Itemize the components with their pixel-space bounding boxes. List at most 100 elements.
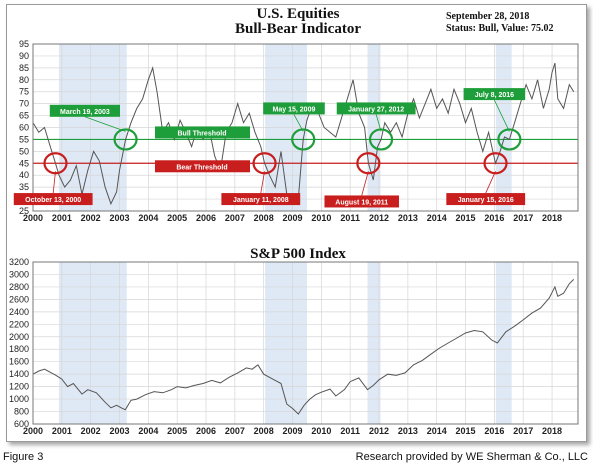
x-tick-label: 2018 — [542, 426, 562, 436]
bull-bear-chart: 2530354045505560657075808590952000200120… — [13, 39, 579, 223]
signal-label-bg-5 — [336, 102, 416, 115]
x-tick-label: 2017 — [513, 213, 533, 223]
shaded-period-0 — [58, 262, 127, 424]
signal-label-bg-0 — [13, 193, 93, 206]
credit-text: Research provided by WE Sherman & Co., L… — [356, 451, 588, 463]
signal-circle-7 — [497, 128, 522, 151]
x-tick-label: 2010 — [311, 213, 331, 223]
signal-connector-7 — [494, 99, 510, 132]
threshold-label-0: Bull Threshold — [177, 130, 226, 137]
plot-border — [32, 261, 579, 425]
shaded-period-1 — [265, 262, 307, 424]
x-tick-label: 2017 — [513, 426, 533, 436]
y-tick-label: 70 — [19, 99, 29, 109]
x-tick-label: 2002 — [81, 426, 101, 436]
x-tick-label: 2011 — [340, 426, 360, 436]
y-tick-label: 800 — [14, 407, 29, 417]
signal-label-7: July 8, 2016 — [475, 92, 514, 99]
y-tick-label: 35 — [19, 182, 29, 192]
y-tick-label: 45 — [19, 158, 29, 168]
y-tick-label: 1400 — [9, 369, 29, 379]
signal-connector-6 — [485, 171, 496, 194]
x-tick-label: 2002 — [81, 213, 101, 223]
signal-circle-3 — [291, 128, 316, 151]
y-tick-label: 3000 — [9, 269, 29, 279]
status-value: Status: Bull, Value: 75.02 — [446, 23, 554, 34]
signal-label-bg-1 — [49, 104, 121, 117]
shaded-period-2 — [367, 262, 381, 424]
y-tick-label: 85 — [19, 63, 29, 73]
signal-label-4: August 19, 2011 — [335, 199, 388, 206]
x-tick-label: 2005 — [167, 213, 187, 223]
signal-connector-4 — [361, 171, 369, 196]
x-tick-label: 2013 — [398, 426, 418, 436]
x-tick-label: 2011 — [340, 213, 360, 223]
x-tick-label: 2014 — [427, 426, 447, 436]
y-tick-label: 90 — [19, 51, 29, 61]
x-tick-label: 2006 — [196, 426, 216, 436]
x-tick-label: 2018 — [542, 213, 562, 223]
plot-border — [32, 43, 579, 212]
signal-label-2: January 11, 2008 — [233, 197, 289, 204]
y-tick-label: 2000 — [9, 332, 29, 342]
x-tick-label: 2008 — [254, 213, 274, 223]
x-tick-label: 2007 — [225, 426, 245, 436]
y-tick-label: 2400 — [9, 307, 29, 317]
status-date: September 28, 2018 — [446, 11, 529, 22]
x-tick-label: 2000 — [23, 426, 43, 436]
y-tick-label: 65 — [19, 111, 29, 121]
x-tick-label: 2009 — [283, 426, 303, 436]
y-tick-label: 75 — [19, 87, 29, 97]
signal-label-bg-6 — [446, 193, 526, 206]
x-tick-label: 2016 — [484, 426, 504, 436]
signal-label-bg-3 — [263, 102, 325, 115]
x-tick-label: 2010 — [311, 426, 331, 436]
figure-label: Figure 3 — [3, 451, 43, 463]
signal-label-6: January 15, 2016 — [458, 197, 514, 204]
y-tick-label: 50 — [19, 146, 29, 156]
signal-label-3: May 15, 2009 — [273, 106, 316, 113]
x-tick-label: 2004 — [138, 426, 158, 436]
y-tick-label: 40 — [19, 170, 29, 180]
y-tick-label: 600 — [14, 419, 29, 429]
y-tick-label: 1600 — [9, 357, 29, 367]
x-tick-label: 2001 — [52, 426, 72, 436]
chart-title-line2: Bull-Bear Indicator — [235, 21, 361, 37]
threshold-label-bg-0 — [154, 126, 250, 139]
signal-label-bg-2 — [221, 193, 301, 206]
sp500-chart: 600 800 1000 1200 1400 1600 1800 2000 2200 2400 26… — [9, 257, 579, 436]
x-tick-label: 2015 — [456, 213, 476, 223]
x-tick-label: 2009 — [283, 213, 303, 223]
x-tick-label: 2007 — [225, 213, 245, 223]
x-tick-label: 2008 — [254, 426, 274, 436]
signal-connector-0 — [52, 171, 56, 194]
signal-label-0: October 13, 2000 — [25, 197, 81, 204]
x-tick-label: 2014 — [427, 213, 447, 223]
x-tick-label: 2004 — [138, 213, 158, 223]
shaded-period-3 — [495, 262, 512, 424]
signal-circle-5 — [368, 128, 394, 151]
signal-connector-2 — [260, 171, 265, 194]
x-tick-label: 2013 — [398, 213, 418, 223]
x-tick-label: 2015 — [456, 426, 476, 436]
y-tick-label: 3200 — [9, 257, 29, 267]
threshold-label-bg-1 — [154, 160, 250, 173]
x-tick-label: 2016 — [484, 213, 504, 223]
y-tick-label: 2800 — [9, 282, 29, 292]
y-tick-label: 80 — [19, 75, 29, 85]
signal-connector-5 — [375, 114, 382, 132]
y-tick-label: 25 — [19, 206, 29, 216]
signal-label-bg-7 — [463, 88, 526, 101]
y-tick-label: 60 — [19, 123, 29, 133]
series-line-0 — [32, 279, 575, 415]
signal-circle-4 — [356, 152, 381, 175]
signal-connector-1 — [84, 116, 126, 132]
y-tick-label: 55 — [19, 134, 29, 144]
y-tick-label: 1200 — [9, 382, 29, 392]
signal-connector-3 — [293, 114, 304, 132]
x-tick-label: 2003 — [109, 213, 129, 223]
x-tick-label: 2012 — [369, 213, 389, 223]
signal-label-bg-4 — [324, 195, 399, 208]
signal-circle-6 — [483, 152, 508, 175]
